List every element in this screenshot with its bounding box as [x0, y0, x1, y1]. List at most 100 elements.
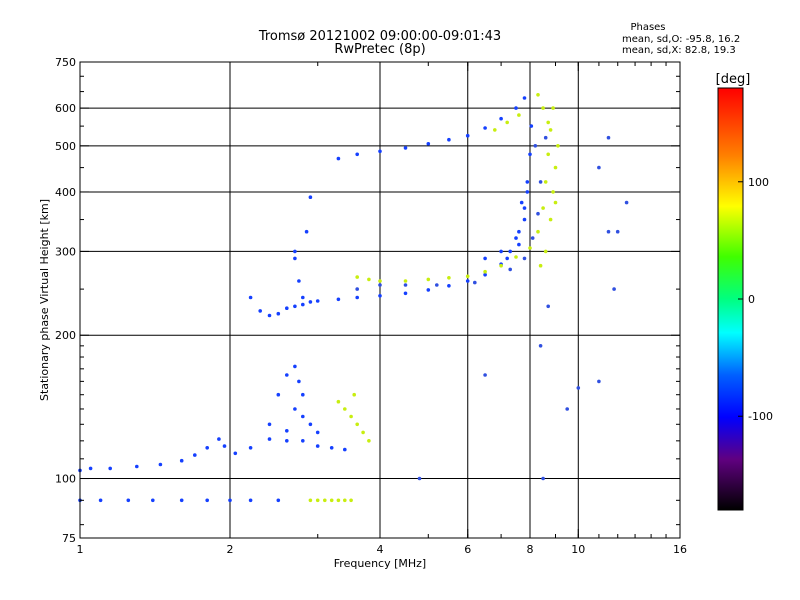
- data-point: [267, 313, 272, 318]
- data-point: [553, 165, 558, 170]
- data-point: [301, 295, 305, 300]
- chart-title-line1: Tromsø 20121002 09:00:00-09:01:43: [258, 29, 501, 44]
- data-point: [151, 498, 155, 503]
- data-point: [217, 437, 221, 441]
- data-point: [551, 190, 555, 194]
- y-tick-label: 500: [55, 140, 76, 153]
- data-point: [426, 142, 431, 146]
- data-point: [343, 407, 347, 411]
- data-point: [543, 180, 548, 184]
- colorbar-ticks: 100 0 -100: [738, 176, 773, 423]
- data-point: [546, 152, 550, 157]
- data-point: [248, 446, 253, 450]
- data-point: [538, 344, 543, 348]
- data-point: [576, 386, 581, 390]
- data-point: [606, 229, 611, 234]
- data-point: [483, 272, 487, 277]
- data-point: [293, 256, 297, 261]
- data-point: [304, 229, 309, 234]
- colorbar-tick-label: 0: [748, 293, 755, 306]
- data-point: [276, 311, 281, 316]
- data-point: [378, 283, 382, 287]
- data-point: [508, 267, 512, 272]
- x-tick-label: 10: [571, 543, 585, 556]
- colorbar-label: [deg]: [716, 72, 751, 87]
- data-point: [403, 146, 408, 150]
- stats-line-x: mean, sd,X: 82.8, 19.3: [622, 45, 736, 56]
- y-tick-label: 400: [55, 186, 76, 199]
- data-point: [499, 249, 503, 254]
- data-point: [546, 120, 550, 125]
- data-point: [517, 242, 521, 247]
- data-point: [367, 277, 371, 282]
- data-point: [483, 269, 487, 274]
- data-point: [308, 498, 313, 503]
- x-tick-label: 2: [227, 543, 234, 556]
- data-point: [529, 124, 534, 128]
- chart-title-line2: RwPretec (8p): [334, 42, 425, 57]
- data-point: [276, 392, 281, 397]
- data-point: [536, 229, 540, 234]
- data-point: [88, 466, 93, 471]
- data-point: [378, 294, 382, 298]
- data-point: [543, 249, 548, 254]
- data-point: [403, 291, 408, 296]
- x-tick-label: 16: [673, 543, 687, 556]
- data-point: [499, 116, 503, 121]
- data-point: [267, 422, 272, 427]
- data-point: [541, 206, 545, 210]
- data-point: [135, 464, 139, 469]
- data-point: [352, 392, 357, 397]
- data-point: [624, 200, 629, 205]
- data-point: [528, 246, 532, 250]
- x-tick-label: 8: [527, 543, 534, 556]
- colorbar-tick-label: -100: [748, 410, 773, 423]
- data-point: [551, 106, 555, 110]
- data-point: [447, 137, 451, 142]
- data-point: [525, 180, 530, 184]
- axes: 1 2 4 6 8 10 16 75 100 200 300 400 500 600 750: [55, 56, 687, 556]
- stats-heading: Phases: [630, 22, 665, 33]
- y-axis-label: Stationary phase Virtual Height [km]: [38, 199, 51, 401]
- data-point: [179, 498, 184, 503]
- data-point: [483, 256, 487, 261]
- data-point: [336, 297, 341, 302]
- data-point: [248, 295, 253, 300]
- data-point: [222, 444, 227, 448]
- y-tick-label: 200: [55, 329, 76, 342]
- x-tick-label: 6: [464, 543, 471, 556]
- y-tick-label: 600: [55, 102, 76, 115]
- data-point: [276, 498, 281, 503]
- data-point: [538, 263, 543, 268]
- x-tick-label: 4: [377, 543, 384, 556]
- data-point: [522, 217, 527, 222]
- data-point: [336, 498, 341, 503]
- data-point: [126, 498, 131, 503]
- data-point: [315, 299, 320, 303]
- data-point: [499, 263, 503, 268]
- x-tick-label: 1: [77, 543, 84, 556]
- data-point: [612, 287, 616, 291]
- y-tick-label: 100: [55, 473, 76, 486]
- data-point: [522, 96, 527, 100]
- data-point: [267, 437, 272, 441]
- data-point: [597, 379, 601, 384]
- data-point: [349, 414, 353, 419]
- data-point: [297, 379, 301, 384]
- grid-lines: [80, 62, 680, 538]
- data-point: [548, 217, 553, 222]
- y-tick-label: 75: [62, 532, 76, 545]
- data-point: [308, 195, 313, 199]
- data-point: [525, 190, 530, 194]
- data-point: [179, 458, 184, 463]
- data-point: [447, 284, 451, 288]
- data-point: [293, 364, 297, 369]
- data-point: [329, 498, 334, 503]
- data-point: [546, 304, 550, 309]
- data-point: [158, 462, 163, 467]
- data-point: [315, 430, 320, 435]
- data-point: [378, 149, 382, 154]
- data-point: [301, 439, 305, 443]
- data-point: [258, 309, 263, 313]
- data-point: [98, 498, 103, 503]
